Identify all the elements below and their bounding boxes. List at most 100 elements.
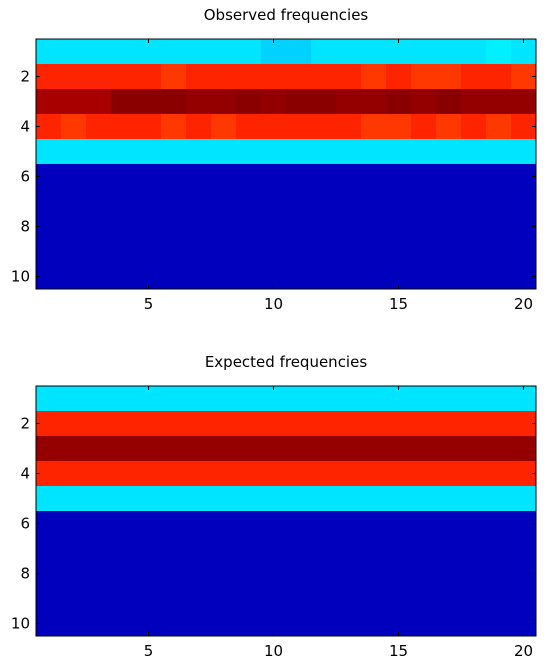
expected-heatmap-cell [361, 561, 387, 587]
observed-heatmap-cell [361, 189, 387, 215]
observed-x-tick-label: 15 [389, 295, 408, 313]
expected-heatmap-cell [486, 386, 512, 412]
expected-heatmap-cell [486, 461, 512, 487]
observed-heatmap-cell [36, 114, 62, 140]
expected-heatmap-cell [211, 511, 237, 537]
expected-heatmap-cell [36, 486, 62, 512]
expected-heatmap-cell [411, 486, 437, 512]
observed-heatmap-cell [261, 39, 287, 65]
observed-heatmap-cell [511, 89, 537, 115]
observed-heatmap-cell [386, 164, 412, 190]
observed-heatmap-cell [211, 189, 237, 215]
expected-heatmap-cell [86, 561, 112, 587]
expected-heatmap-cell [136, 486, 162, 512]
expected-heatmap-cell [486, 561, 512, 587]
observed-heatmap-cell [61, 89, 87, 115]
observed-heatmap-cell [236, 39, 262, 65]
observed-heatmap-cell [186, 164, 212, 190]
observed-heatmap-cell [211, 264, 237, 290]
observed-heatmap-cell [411, 89, 437, 115]
expected-heatmap-cell [336, 486, 362, 512]
expected-heatmap-cell [386, 561, 412, 587]
expected-heatmap-cell [136, 586, 162, 612]
observed-heatmap-cell [361, 264, 387, 290]
observed-heatmap-cell [436, 114, 462, 140]
observed-heatmap-cell [411, 164, 437, 190]
expected-heatmap-cell [461, 611, 487, 637]
observed-heatmap-cell [411, 139, 437, 165]
expected-heatmap-cell [436, 536, 462, 562]
observed-heatmap-cell [111, 164, 137, 190]
expected-heatmap-cell [261, 486, 287, 512]
observed-heatmap-cell [236, 264, 262, 290]
observed-heatmap-cell [336, 39, 362, 65]
observed-heatmap-cell [386, 214, 412, 240]
expected-heatmap-cell [136, 561, 162, 587]
observed-heatmap-cell [336, 64, 362, 90]
expected-heatmap-cell [336, 461, 362, 487]
observed-heatmap-cell [336, 164, 362, 190]
observed-heatmap-cell [186, 139, 212, 165]
observed-chart-title: Observed frequencies [204, 6, 369, 24]
observed-heatmap-cell [436, 89, 462, 115]
observed-heatmap-cell [461, 64, 487, 90]
expected-heatmap-cell [161, 586, 187, 612]
expected-heatmap-cell [86, 611, 112, 637]
observed-heatmap-cell [361, 239, 387, 265]
observed-axes-frame [35, 38, 537, 290]
observed-heatmap-cell [36, 264, 62, 290]
expected-ticks: 5 10 15 20 2 4 6 8 10 [11, 386, 536, 660]
observed-heatmap-cell [111, 189, 137, 215]
expected-heatmap-cell [111, 536, 137, 562]
observed-heatmap-cell [161, 64, 187, 90]
expected-heatmap-cell [186, 536, 212, 562]
expected-heatmap-cell [161, 511, 187, 537]
expected-heatmap-cell [61, 461, 87, 487]
expected-heatmap-cell [311, 486, 337, 512]
expected-heatmap-cell [111, 586, 137, 612]
observed-heatmap-cell [411, 239, 437, 265]
observed-heatmap-cell [211, 114, 237, 140]
observed-heatmap-cell [86, 114, 112, 140]
expected-heatmap-cell [211, 611, 237, 637]
observed-heatmap-cell [111, 89, 137, 115]
observed-heatmap-cell [336, 264, 362, 290]
observed-heatmap-cell [161, 239, 187, 265]
observed-heatmap-cell [336, 139, 362, 165]
expected-heatmap-cell [186, 511, 212, 537]
expected-heatmap-cell [511, 486, 537, 512]
observed-heatmap-cell [511, 139, 537, 165]
expected-heatmap-cell [361, 436, 387, 462]
expected-heatmap-cell [111, 486, 137, 512]
expected-heatmap-cell [286, 461, 312, 487]
observed-heatmap-cell [361, 164, 387, 190]
expected-heatmap-cell [336, 411, 362, 437]
expected-heatmap-cell [311, 411, 337, 437]
expected-heatmap-cell [236, 386, 262, 412]
expected-y-tick-label: 2 [20, 415, 30, 433]
observed-y-tick-label: 2 [20, 68, 30, 86]
observed-heatmap-cell [486, 164, 512, 190]
observed-heatmap-cell [111, 264, 137, 290]
observed-heatmap-cell [411, 214, 437, 240]
expected-heatmap-cell [161, 411, 187, 437]
expected-heatmap-cell [136, 436, 162, 462]
expected-heatmap-cell [361, 411, 387, 437]
observed-heatmap-cell [61, 64, 87, 90]
observed-heatmap-cell [411, 189, 437, 215]
expected-heatmap-cell [461, 561, 487, 587]
expected-heatmap-cell [161, 561, 187, 587]
expected-heatmap-cell [461, 511, 487, 537]
expected-y-tick-label: 6 [20, 515, 30, 533]
expected-heatmap-cell [161, 486, 187, 512]
expected-heatmap-cell [286, 586, 312, 612]
expected-heatmap-cell [236, 611, 262, 637]
expected-heatmap-cell [386, 411, 412, 437]
observed-heatmap-cell [386, 39, 412, 65]
observed-heatmap-cell [311, 39, 337, 65]
expected-heatmap-cell [261, 561, 287, 587]
observed-heatmap-cell [136, 214, 162, 240]
observed-heatmap-cell [86, 214, 112, 240]
expected-heatmap-cell [411, 536, 437, 562]
expected-heatmap-cell [111, 411, 137, 437]
